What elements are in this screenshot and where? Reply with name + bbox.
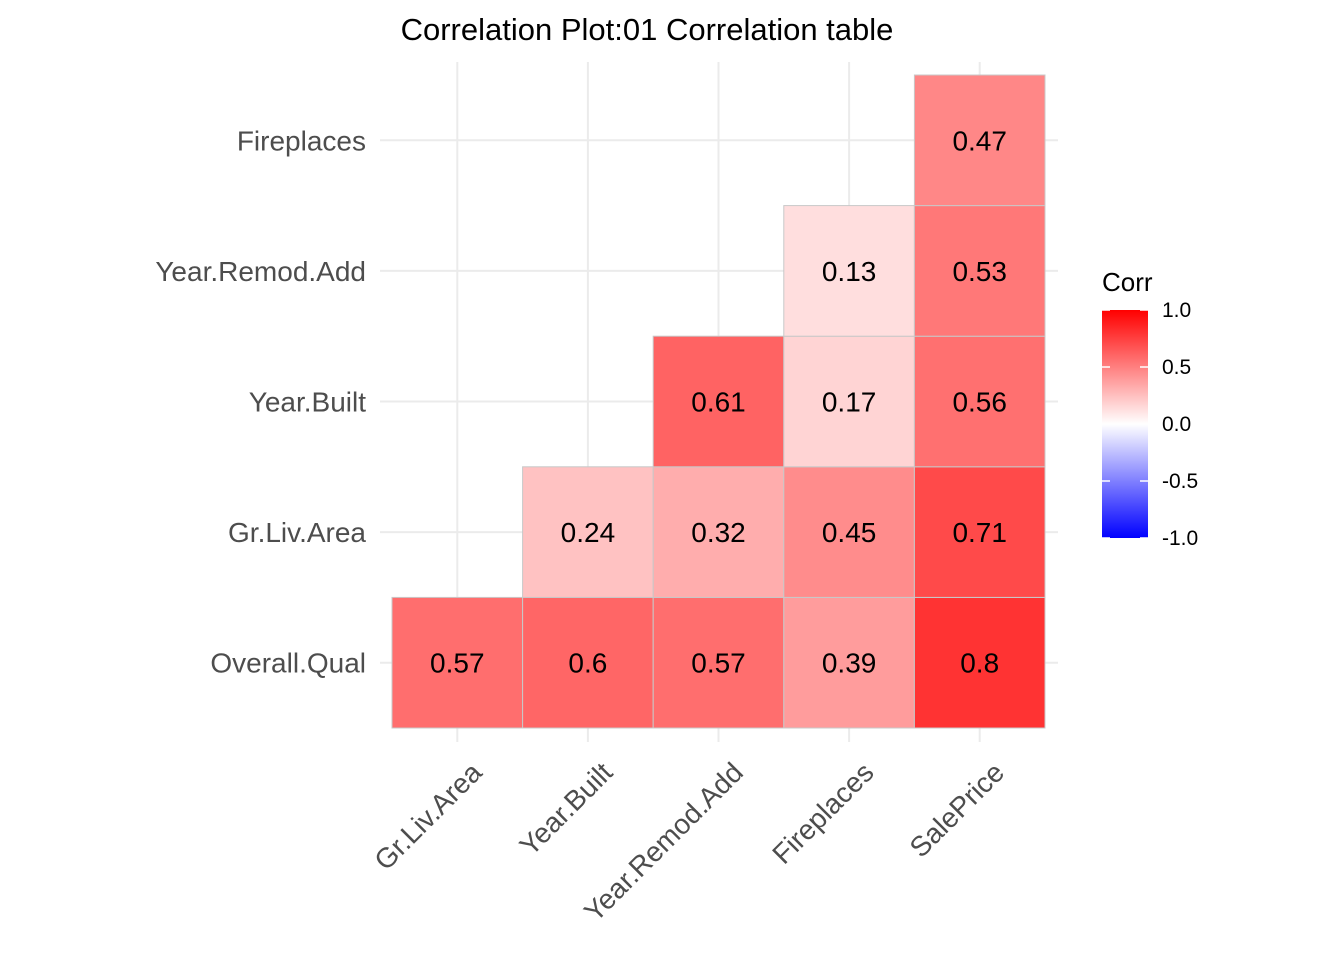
heatmap-cell: 0.8 [913,596,1046,729]
cell-rect [913,335,1046,468]
cell-rect [913,596,1046,729]
chart-title: Correlation Plot:01 Correlation table [401,12,894,47]
heatmap-cell: 0.61 [652,335,785,468]
heatmap-cell: 0.39 [783,596,915,729]
cell-value-label: 0.39 [822,648,877,679]
cell-value-label: 0.24 [561,517,616,548]
cell-rect [783,466,915,598]
cell-value-label: 0.56 [952,387,1007,418]
cell-value-label: 0.6 [568,648,607,679]
cell-rect [913,205,1046,337]
cell-value-label: 0.57 [430,648,485,679]
cell-value-label: 0.17 [822,387,877,418]
legend-tick-label: -1.0 [1162,527,1198,550]
heatmap-cell: 0.13 [783,205,915,337]
legend-ticks: 1.0 0.5 0.0 -0.5 -1.0 [1102,299,1198,550]
cell-rect [783,335,915,468]
heatmap-cell: 0.71 [913,466,1046,598]
y-tick-label: Year.Remod.Add [155,256,366,287]
heatmap-cell: 0.45 [783,466,915,598]
heatmap-cell: 0.56 [913,335,1046,468]
y-tick-label: Fireplaces [237,125,366,156]
cell-rect [783,205,915,337]
legend-tick-label: 0.5 [1162,356,1191,379]
cell-value-label: 0.61 [691,387,746,418]
cell-rect [652,466,785,598]
cell-rect [391,596,524,729]
legend-tick-label: -0.5 [1162,470,1198,493]
heatmap-cell: 0.17 [783,335,915,468]
cell-rect [783,596,915,729]
legend-tick-label: 1.0 [1162,299,1191,322]
cell-value-label: 0.45 [822,517,877,548]
cell-value-label: 0.71 [952,517,1007,548]
cell-value-label: 0.8 [960,648,999,679]
cell-rect [913,74,1046,207]
cell-value-label: 0.57 [691,648,746,679]
heatmap-cell: 0.53 [913,205,1046,337]
y-tick-label: Year.Built [249,387,366,418]
cell-value-label: 0.53 [952,256,1007,287]
cell-rect [652,596,785,729]
heatmap-cell: 0.24 [522,466,654,598]
cell-rect [913,466,1046,598]
legend-title: Corr [1102,267,1153,297]
y-axis-tick-labels: Overall.Qual Gr.Liv.Area Year.Built Year.Re… [155,125,366,678]
heatmap-cell: 0.57 [652,596,785,729]
y-tick-label: Gr.Liv.Area [228,517,366,548]
x-tick-label: Year.Built [514,756,619,861]
x-tick-label: SalePrice [904,757,1011,864]
cell-rect [522,596,654,729]
x-tick-label: Gr.Liv.Area [368,756,488,876]
heatmap-cell: 0.32 [652,466,785,598]
heatmap-cell: 0.57 [391,596,524,729]
cell-value-label: 0.47 [952,125,1007,156]
cell-rect [652,335,785,468]
cell-rect [522,466,654,598]
x-tick-label: Fireplaces [766,757,879,870]
heatmap-cell: 0.6 [522,596,654,729]
heatmap-cells: 0.57 0.6 0.57 0.39 0.8 0.24 0.32 0.45 0.71 0.61 0.… [391,74,1046,729]
y-tick-label: Overall.Qual [210,648,366,679]
heatmap-cell: 0.47 [913,74,1046,207]
color-legend: Corr 1.0 0.5 0.0 -0.5 -1.0 [1102,267,1198,550]
cell-value-label: 0.13 [822,256,877,287]
legend-tick-label: 0.0 [1162,413,1191,436]
cell-value-label: 0.32 [691,517,746,548]
